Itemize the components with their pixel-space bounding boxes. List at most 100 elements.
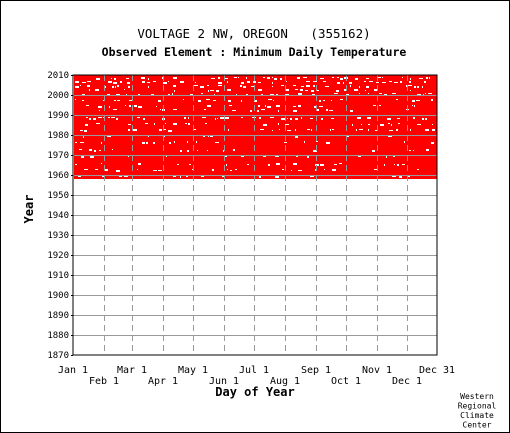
missing-gap	[394, 82, 398, 83]
missing-gap	[374, 89, 378, 91]
missing-gap	[376, 82, 379, 83]
missing-gap	[422, 86, 423, 88]
missing-gap	[369, 81, 373, 82]
missing-gap	[158, 170, 162, 171]
missing-gap	[400, 81, 402, 83]
credit-line: Western	[460, 392, 494, 401]
missing-gap	[414, 86, 416, 88]
missing-gap	[282, 169, 284, 170]
missing-gap	[247, 164, 249, 165]
missing-gap	[160, 109, 161, 110]
missing-gap	[397, 118, 400, 119]
missing-gap	[386, 156, 387, 158]
missing-gap	[272, 77, 273, 78]
missing-gap	[417, 86, 419, 88]
missing-gap	[313, 81, 317, 82]
missing-gap	[396, 99, 398, 100]
missing-gap	[307, 129, 310, 130]
missing-gap	[367, 117, 371, 119]
missing-gap	[204, 109, 206, 110]
missing-gap	[412, 100, 415, 102]
missing-gap	[172, 93, 173, 95]
missing-gap	[83, 136, 84, 138]
missing-gap	[225, 78, 228, 79]
missing-band	[86, 105, 415, 108]
missing-gap	[284, 142, 287, 143]
missing-gap	[387, 118, 391, 120]
missing-gap	[216, 90, 219, 92]
missing-gap	[343, 82, 344, 84]
missing-gap	[366, 86, 369, 88]
missing-gap	[425, 93, 426, 94]
missing-gap	[247, 81, 250, 83]
missing-gap	[177, 164, 179, 165]
missing-gap	[203, 136, 205, 137]
missing-gap	[173, 109, 177, 110]
missing-gap	[185, 123, 187, 124]
missing-gap	[98, 106, 102, 108]
missing-gap	[316, 90, 319, 91]
missing-gap	[274, 78, 277, 80]
missing-gap	[137, 117, 140, 118]
missing-gap	[364, 81, 366, 82]
missing-gap	[334, 164, 337, 165]
missing-gap	[180, 176, 181, 178]
missing-gap	[168, 81, 169, 82]
missing-gap	[392, 176, 396, 177]
missing-gap	[313, 85, 315, 87]
missing-gap	[281, 118, 285, 120]
grid-layer	[73, 75, 437, 355]
missing-gap	[126, 78, 129, 79]
missing-gap	[375, 130, 377, 131]
missing-gap	[286, 89, 289, 91]
missing-gap	[138, 106, 142, 108]
missing-gap	[174, 141, 175, 143]
x-tick-label: Apr 1	[148, 376, 178, 387]
missing-gap	[210, 90, 214, 91]
missing-gap	[404, 141, 405, 143]
missing-gap	[330, 129, 331, 131]
missing-gap	[258, 82, 261, 83]
missing-gap	[232, 110, 236, 111]
missing-gap	[153, 170, 157, 171]
missing-gap	[180, 81, 184, 83]
missing-gap	[326, 109, 328, 111]
missing-gap	[205, 123, 207, 124]
missing-gap	[350, 85, 351, 87]
missing-gap	[240, 85, 242, 87]
missing-gap	[379, 93, 382, 94]
missing-gap	[287, 118, 288, 119]
missing-gap	[261, 109, 265, 110]
missing-gap	[296, 156, 298, 157]
missing-gap	[332, 77, 334, 78]
missing-gap	[295, 129, 296, 131]
missing-gap	[319, 100, 321, 102]
missing-gap	[320, 164, 324, 166]
missing-gap	[241, 117, 243, 118]
missing-gap	[293, 85, 296, 86]
missing-gap	[273, 100, 274, 101]
chart-subtitle: Observed Element : Minimum Daily Tempera…	[102, 45, 407, 59]
missing-gap	[215, 118, 216, 120]
missing-gap	[188, 117, 189, 119]
x-tick-label: Jun 1	[209, 376, 239, 387]
missing-gap	[350, 110, 353, 112]
missing-gap	[228, 129, 229, 131]
missing-gap	[331, 100, 332, 101]
missing-gap	[84, 130, 87, 132]
missing-band	[75, 81, 426, 84]
x-tick-label: Sep 1	[301, 365, 331, 376]
missing-gap	[307, 156, 309, 158]
missing-gap	[286, 81, 287, 82]
missing-gap	[218, 85, 222, 86]
missing-gap	[408, 85, 412, 86]
missing-gap	[153, 142, 155, 144]
missing-gap	[272, 130, 273, 131]
missing-gap	[429, 77, 430, 79]
missing-gap	[220, 117, 224, 119]
missing-gap	[134, 105, 137, 107]
missing-gap	[117, 100, 120, 101]
missing-gap	[417, 124, 421, 125]
missing-gap	[258, 89, 262, 91]
